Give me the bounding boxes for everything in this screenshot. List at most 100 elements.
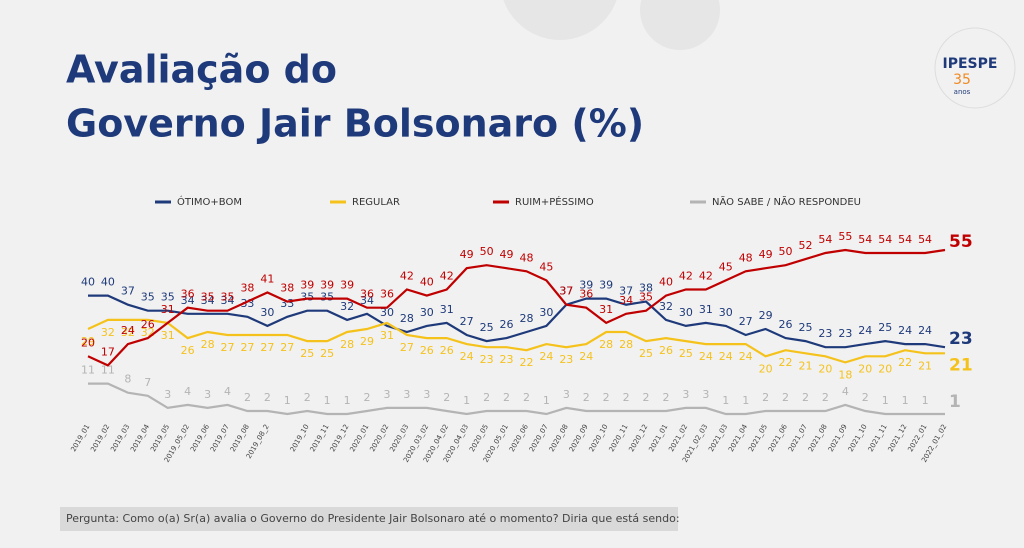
- legend-label: RUIM+PÉSSIMO: [515, 195, 594, 208]
- footer-box: [60, 507, 678, 531]
- data-label: 48: [739, 251, 753, 264]
- data-label: 1: [722, 394, 729, 407]
- x-tick-label: 2020_05: [468, 423, 490, 453]
- data-label: 35: [161, 291, 175, 304]
- data-label: 38: [280, 282, 294, 295]
- data-label: 21: [949, 355, 973, 375]
- data-label: 18: [838, 368, 852, 381]
- data-label: 25: [878, 321, 892, 334]
- data-label: 38: [639, 282, 653, 295]
- data-label: 34: [221, 294, 235, 307]
- data-label: 42: [679, 269, 693, 282]
- data-label: 36: [380, 288, 394, 301]
- x-tick-label: 2020_03: [388, 423, 410, 453]
- data-label: 31: [161, 329, 175, 342]
- x-tick-label: 2020_02: [368, 423, 390, 453]
- data-label: 31: [699, 303, 713, 316]
- x-tick-label: 2021_06: [767, 423, 789, 454]
- data-label: 25: [480, 321, 494, 334]
- x-tick-label: 2020_09: [568, 423, 590, 453]
- data-label: 36: [181, 288, 195, 301]
- data-label: 20: [759, 362, 773, 375]
- data-label: 39: [599, 279, 613, 292]
- data-label: 42: [440, 269, 454, 282]
- legend-label: ÓTIMO+BOM: [177, 195, 242, 208]
- data-label: 2: [443, 391, 450, 404]
- x-tick-label: 2022_01: [906, 423, 928, 453]
- x-tick-label: 2020_06: [508, 423, 530, 454]
- data-label: 36: [360, 288, 374, 301]
- logo-sub: anos: [954, 88, 971, 96]
- x-tick-label: 2019_01: [69, 423, 91, 453]
- data-label: 4: [184, 385, 191, 398]
- data-label: 26: [779, 318, 793, 331]
- data-label: 20: [878, 362, 892, 375]
- data-label: 2: [264, 391, 271, 404]
- data-label: 30: [719, 306, 733, 319]
- x-tick-label: 2021_03: [707, 423, 729, 453]
- data-label: 22: [519, 356, 533, 369]
- data-label: 1: [742, 394, 749, 407]
- title: Governo Jair Bolsonaro (%): [66, 102, 644, 146]
- data-label: 1: [463, 394, 470, 407]
- data-label: 2: [483, 391, 490, 404]
- data-label: 30: [260, 306, 274, 319]
- data-label: 25: [639, 347, 653, 360]
- data-label: 24: [579, 350, 593, 363]
- data-label: 23: [949, 329, 973, 349]
- data-label: 54: [818, 233, 832, 246]
- x-tick-label: 2020_10: [588, 423, 610, 453]
- x-tick-label: 2021_10: [847, 423, 869, 453]
- data-label: 35: [221, 291, 235, 304]
- data-label: 26: [141, 318, 155, 331]
- x-tick-label: 2019_11: [309, 423, 331, 453]
- data-label: 23: [480, 353, 494, 366]
- data-label: 3: [204, 388, 211, 401]
- data-label: 29: [81, 335, 95, 348]
- data-label: 34: [360, 294, 374, 307]
- x-tick-label: 2019_10: [289, 423, 311, 453]
- data-label: 2: [762, 391, 769, 404]
- data-label: 2: [623, 391, 630, 404]
- data-label: 37: [619, 285, 633, 298]
- data-label: 32: [121, 326, 135, 339]
- data-label: 49: [460, 248, 474, 261]
- data-label: 40: [420, 276, 434, 289]
- data-label: 24: [699, 350, 713, 363]
- data-label: 22: [898, 356, 912, 369]
- data-label: 24: [539, 350, 553, 363]
- data-label: 30: [679, 306, 693, 319]
- data-label: 26: [659, 344, 673, 357]
- data-label: 54: [858, 233, 872, 246]
- data-label: 2: [364, 391, 371, 404]
- data-label: 26: [181, 344, 195, 357]
- x-tick-label: 2021_11: [867, 423, 889, 453]
- data-label: 23: [838, 327, 852, 340]
- data-label: 3: [403, 388, 410, 401]
- data-label: 32: [101, 326, 115, 339]
- data-label: 37: [559, 285, 573, 298]
- x-tick-label: 2019_03: [109, 423, 131, 453]
- data-label: 35: [639, 291, 653, 304]
- data-label: 32: [659, 300, 673, 313]
- data-label: 1: [882, 394, 889, 407]
- legend-label: REGULAR: [352, 197, 400, 208]
- data-label: 26: [440, 344, 454, 357]
- data-label: 24: [121, 324, 135, 337]
- series-line: [88, 382, 945, 416]
- data-label: 40: [81, 276, 95, 289]
- data-label: 49: [759, 248, 773, 261]
- data-label: 1: [922, 394, 929, 407]
- data-label: 2: [244, 391, 251, 404]
- data-label: 26: [500, 318, 514, 331]
- data-label: 40: [659, 276, 673, 289]
- data-label: 3: [164, 388, 171, 401]
- x-tick-label: 2021_09: [827, 423, 849, 453]
- data-label: 23: [559, 353, 573, 366]
- data-label: 23: [818, 327, 832, 340]
- x-tick-label: 2020_07: [528, 423, 550, 453]
- data-label: 35: [201, 291, 215, 304]
- data-label: 38: [240, 282, 254, 295]
- data-label: 25: [320, 347, 334, 360]
